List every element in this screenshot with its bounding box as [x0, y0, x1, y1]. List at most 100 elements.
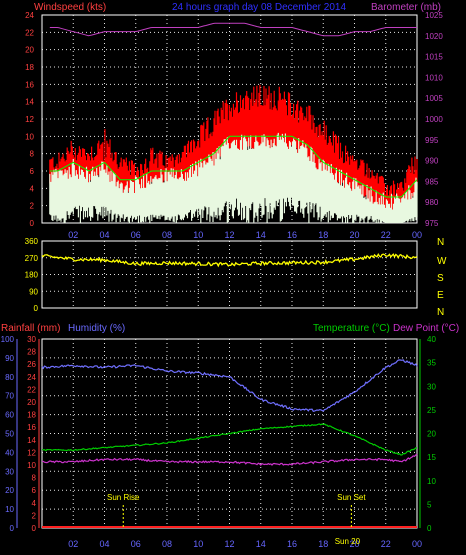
time-tick-label: 08	[162, 230, 172, 240]
temperature-tick-label: 5	[427, 500, 432, 509]
rainfall-tick-label: 2	[32, 511, 37, 520]
humidity-line	[41, 359, 418, 412]
barometer-tick-label: 1010	[425, 73, 443, 82]
compass-label: E	[437, 290, 444, 301]
windspeed-tick-label: 24	[25, 11, 34, 20]
humidity-tick-label: 100	[1, 335, 15, 344]
windspeed-tick-label: 12	[25, 115, 34, 124]
axis-labels-layer: 0202040406060808101012121414161618182020…	[1, 11, 447, 549]
time-tick-label: 08	[162, 539, 172, 549]
barometer-tick-label: 1020	[425, 32, 443, 41]
humidity-tick-label: 60	[5, 411, 14, 420]
temperature-axis-title: Temperature (°C)	[313, 323, 390, 334]
dewpoint-line	[41, 453, 418, 466]
direction-tick-label: 0	[34, 304, 39, 313]
barometer-tick-label: 1015	[425, 53, 443, 62]
rainfall-tick-label: 26	[27, 360, 36, 369]
rainfall-tick-label: 18	[27, 411, 36, 420]
temperature-tick-label: 30	[427, 382, 436, 391]
direction-series-layer	[41, 253, 418, 268]
time-tick-label: 06	[131, 539, 141, 549]
time-tick-label: 00	[412, 539, 422, 549]
windspeed-tick-label: 6	[30, 167, 35, 176]
windspeed-tick-label: 14	[25, 98, 34, 107]
grid-layer	[42, 15, 417, 528]
temperature-tick-label: 10	[427, 477, 436, 486]
humidity-tick-label: 70	[5, 392, 14, 401]
chart-title: 24 hours graph day 08 December 2014	[172, 2, 346, 13]
windspeed-tick-label: 22	[25, 28, 34, 37]
temperature-tick-label: 0	[427, 524, 432, 533]
rainfall-tick-label: 20	[27, 398, 36, 407]
windspeed-tick-label: 18	[25, 63, 34, 72]
rainfall-tick-label: 8	[32, 474, 37, 483]
temperature-tick-label: 40	[427, 335, 436, 344]
direction-tick-label: 180	[25, 271, 39, 280]
time-tick-label: 04	[99, 230, 109, 240]
temperature-tick-label: 35	[427, 359, 436, 368]
barometer-tick-label: 975	[425, 219, 439, 228]
dewpoint-axis-title: Dew Point (°C)	[393, 323, 459, 334]
humidity-tick-label: 40	[5, 448, 14, 457]
windspeed-tick-label: 16	[25, 80, 34, 89]
compass-label: S	[437, 273, 444, 284]
barometer-tick-label: 985	[425, 177, 439, 186]
temperature-tick-label: 20	[427, 430, 436, 439]
time-tick-label: 16	[287, 539, 297, 549]
time-tick-label: 14	[256, 230, 266, 240]
rainfall-tick-label: 10	[27, 461, 36, 470]
rainfall-tick-label: 22	[27, 385, 36, 394]
wind-average-line	[49, 135, 418, 198]
rainfall-tick-label: 14	[27, 436, 36, 445]
barometer-tick-label: 1025	[425, 11, 443, 20]
rainfall-tick-label: 0	[32, 524, 37, 533]
time-tick-label: 14	[256, 539, 266, 549]
barometer-tick-label: 990	[425, 157, 439, 166]
windspeed-tick-label: 4	[30, 184, 35, 193]
time-tick-label: 22	[381, 230, 391, 240]
compass-label: N	[437, 237, 444, 248]
windspeed-tick-label: 0	[30, 219, 35, 228]
rainfall-tick-label: 4	[32, 499, 37, 508]
time-tick-label: 10	[193, 539, 203, 549]
rainfall-axis-title: Rainfall (mm)	[1, 323, 60, 334]
sunset-time-label: Sun 20	[335, 537, 361, 546]
time-tick-label: 20	[349, 230, 359, 240]
humidity-tick-label: 10	[5, 505, 14, 514]
time-tick-label: 10	[193, 230, 203, 240]
barometer-tick-label: 1000	[425, 115, 443, 124]
temperature-tick-label: 25	[427, 406, 436, 415]
time-tick-label: 04	[99, 539, 109, 549]
windspeed-tick-label: 8	[30, 150, 35, 159]
barometer-line	[49, 22, 417, 37]
time-tick-label: 00	[412, 230, 422, 240]
rainfall-tick-label: 24	[27, 373, 36, 382]
humidity-tick-label: 30	[5, 467, 14, 476]
rainfall-tick-label: 30	[27, 335, 36, 344]
humidity-axis-title: Humidity (%)	[68, 323, 125, 334]
humidity-tick-label: 90	[5, 354, 14, 363]
time-tick-label: 02	[68, 539, 78, 549]
barometer-tick-label: 995	[425, 136, 439, 145]
direction-tick-label: 90	[29, 287, 38, 296]
time-tick-label: 16	[287, 230, 297, 240]
humidity-tick-label: 0	[10, 524, 15, 533]
time-tick-label: 02	[68, 230, 78, 240]
compass-label: W	[437, 256, 447, 267]
climate-series-layer	[41, 359, 418, 528]
rainfall-tick-label: 6	[32, 486, 37, 495]
wind-direction-line	[41, 253, 418, 268]
temperature-tick-label: 15	[427, 453, 436, 462]
time-tick-label: 20	[349, 539, 359, 549]
time-tick-label: 12	[224, 230, 234, 240]
direction-tick-label: 360	[25, 237, 39, 246]
time-tick-label: 06	[131, 230, 141, 240]
sunset-label: Sun Set	[337, 493, 366, 502]
barometer-axis-title: Barometer (mb)	[371, 2, 441, 13]
rainfall-tick-label: 28	[27, 348, 36, 357]
barometer-tick-label: 980	[425, 198, 439, 207]
rainfall-tick-label: 12	[27, 448, 36, 457]
humidity-tick-label: 80	[5, 373, 14, 382]
